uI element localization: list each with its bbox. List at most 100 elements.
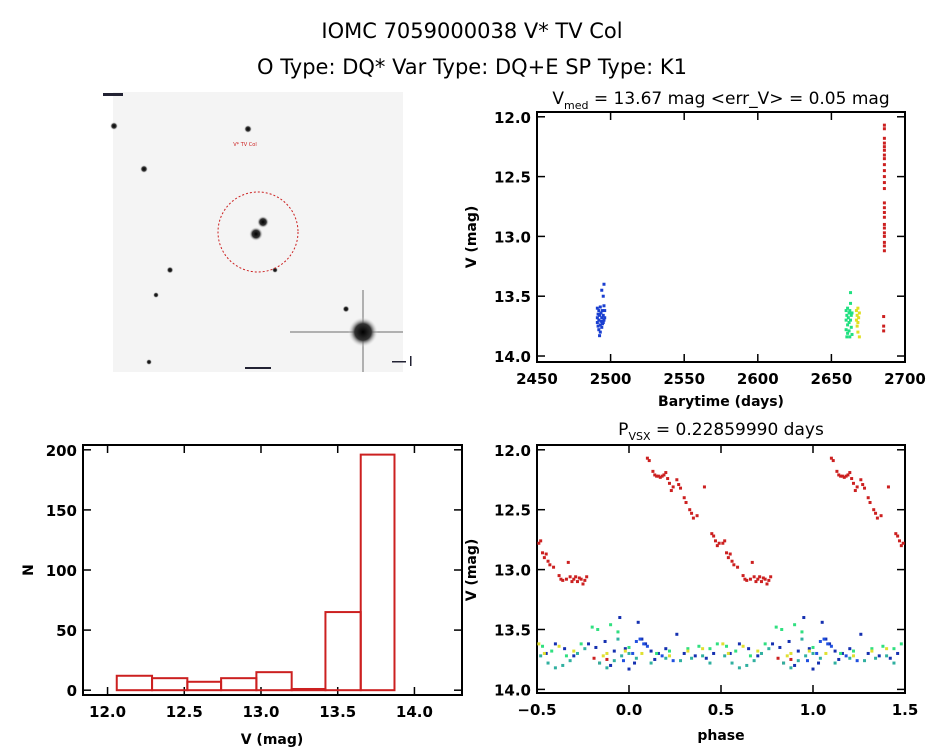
data-point <box>631 651 635 655</box>
data-point <box>701 654 705 658</box>
histogram-bar <box>151 677 189 692</box>
data-point <box>710 532 714 536</box>
data-point <box>800 637 804 641</box>
data-point <box>851 654 855 658</box>
data-point <box>882 148 886 152</box>
data-point <box>645 456 649 460</box>
data-point <box>854 318 858 322</box>
data-point <box>725 551 729 555</box>
data-point <box>552 565 556 569</box>
data-point <box>559 577 563 581</box>
data-point <box>636 620 640 624</box>
data-point <box>763 577 767 581</box>
data-point <box>561 663 565 667</box>
data-point <box>804 654 808 658</box>
data-point <box>638 637 642 641</box>
data-point <box>568 575 572 579</box>
data-point <box>596 324 600 328</box>
data-point <box>840 474 844 478</box>
data-point <box>574 575 578 579</box>
data-point <box>598 323 602 327</box>
field-star <box>146 359 152 365</box>
data-point <box>756 654 760 658</box>
bright-star <box>348 317 378 347</box>
data-point <box>690 656 694 660</box>
data-point <box>563 647 567 651</box>
data-point <box>820 620 824 624</box>
data-point <box>546 661 550 665</box>
data-point <box>818 656 822 660</box>
data-point <box>882 201 886 205</box>
data-point <box>882 181 886 185</box>
data-point <box>542 556 546 560</box>
data-point <box>726 651 730 655</box>
data-point <box>854 309 858 313</box>
data-point <box>824 637 828 641</box>
y-axis-label: V (mag) <box>464 206 480 269</box>
data-point <box>839 651 843 655</box>
data-point <box>882 157 886 161</box>
data-point <box>811 667 815 671</box>
histogram-bar <box>359 453 396 692</box>
data-point <box>644 642 648 646</box>
data-point <box>664 471 668 475</box>
x-tick-label: 13.5 <box>319 703 356 721</box>
data-point <box>568 659 572 663</box>
plot-frame <box>82 444 463 696</box>
data-point <box>595 306 599 310</box>
data-point <box>640 637 644 641</box>
title-main: P <box>618 420 628 440</box>
data-point <box>697 644 701 648</box>
data-point <box>627 651 631 655</box>
data-point <box>765 582 769 586</box>
data-point <box>679 486 683 490</box>
data-point <box>807 649 811 653</box>
data-point <box>603 316 607 320</box>
data-point <box>850 477 854 481</box>
data-point <box>737 642 741 646</box>
data-point <box>601 294 605 298</box>
data-point <box>826 642 830 646</box>
data-point <box>882 145 886 149</box>
data-point <box>602 318 606 322</box>
data-point <box>620 654 624 658</box>
data-point <box>824 651 828 655</box>
data-point <box>653 473 657 477</box>
data-point <box>778 645 782 649</box>
data-point <box>850 311 854 315</box>
data-point <box>846 331 850 335</box>
data-point <box>667 649 671 653</box>
data-point <box>780 628 784 632</box>
plot-frame <box>536 111 906 363</box>
target-star <box>249 227 263 241</box>
data-point <box>802 616 806 620</box>
data-point <box>708 661 712 665</box>
histogram-bar <box>186 680 223 692</box>
y-tick-label: 200 <box>46 442 77 460</box>
x-tick-label: 2600 <box>737 370 779 388</box>
data-point <box>856 321 860 325</box>
data-point <box>712 534 716 538</box>
data-point <box>789 657 793 661</box>
data-point <box>715 642 719 646</box>
data-point <box>572 654 576 658</box>
data-point <box>776 656 780 660</box>
data-point <box>747 647 751 651</box>
data-point <box>761 576 765 580</box>
data-point <box>601 309 605 313</box>
title-main: V <box>552 89 564 109</box>
field-star <box>342 305 350 313</box>
data-point <box>822 637 826 641</box>
x-axis-label: phase <box>697 728 744 744</box>
data-point <box>837 657 841 661</box>
y-tick-label: 50 <box>56 622 77 640</box>
data-point <box>734 649 738 653</box>
data-point <box>859 478 863 482</box>
data-point <box>579 577 583 581</box>
data-point <box>752 659 756 663</box>
data-point <box>544 651 548 655</box>
data-point <box>669 489 673 493</box>
data-point <box>662 473 666 477</box>
data-point <box>575 580 579 584</box>
